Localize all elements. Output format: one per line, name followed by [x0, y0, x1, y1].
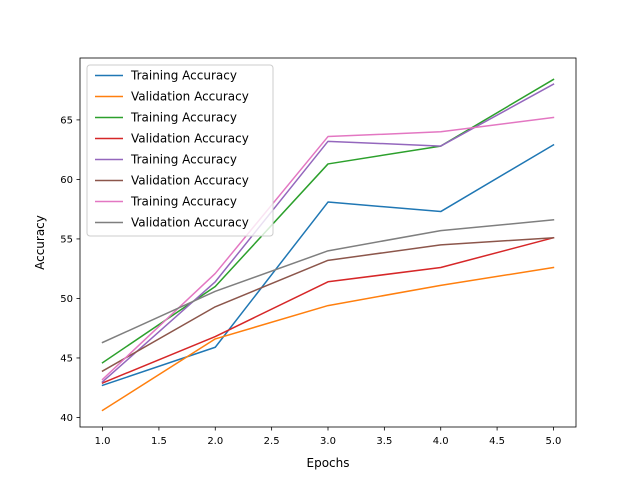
x-tick-label: 4.5: [489, 436, 505, 447]
legend: Training Accuracy Validation Accuracy Trai…: [86, 64, 274, 237]
x-axis-ticks: 1.0 1.5 2.0 2.5 3.0 3.5 4.0 4.5 5.0: [95, 427, 562, 447]
x-tick-label: 5.0: [546, 436, 562, 447]
x-tick-label: 2.0: [207, 436, 223, 447]
series-line-6: [101, 236, 555, 373]
legend-label-6: Validation Accuracy: [131, 174, 249, 188]
x-tick-label: 3.5: [376, 436, 392, 447]
y-tick-label: 60: [60, 175, 73, 186]
x-tick-label: 3.0: [320, 436, 336, 447]
series-line-3: [101, 78, 555, 364]
legend-label-7: Training Accuracy: [130, 195, 237, 209]
legend-box: [86, 64, 274, 237]
series-line-8: [101, 219, 555, 344]
y-tick-label: 65: [60, 115, 73, 126]
series-line-5: [101, 83, 555, 383]
x-tick-label: 1.5: [151, 436, 167, 447]
series-line-4: [101, 236, 555, 384]
y-tick-label: 40: [60, 413, 73, 424]
legend-label-3: Training Accuracy: [130, 111, 237, 125]
x-tick-label: 4.0: [433, 436, 449, 447]
series-line-2: [101, 266, 555, 412]
legend-label-4: Validation Accuracy: [131, 132, 249, 146]
legend-label-5: Training Accuracy: [130, 153, 237, 167]
x-tick-label: 2.5: [264, 436, 280, 447]
x-tick-label: 1.0: [95, 436, 111, 447]
y-axis-ticks: 40 45 50 55 60 65: [60, 115, 80, 424]
legend-label-1: Training Accuracy: [130, 69, 237, 83]
legend-label-8: Validation Accuracy: [131, 216, 249, 230]
series-line-1: [101, 143, 555, 387]
y-tick-label: 45: [60, 353, 73, 364]
y-tick-label: 50: [60, 294, 73, 305]
x-axis-label: Epochs: [307, 456, 350, 470]
series-layer: [101, 78, 555, 412]
y-tick-label: 55: [60, 234, 73, 245]
legend-label-2: Validation Accuracy: [131, 90, 249, 104]
y-axis-label: Accuracy: [33, 215, 47, 270]
